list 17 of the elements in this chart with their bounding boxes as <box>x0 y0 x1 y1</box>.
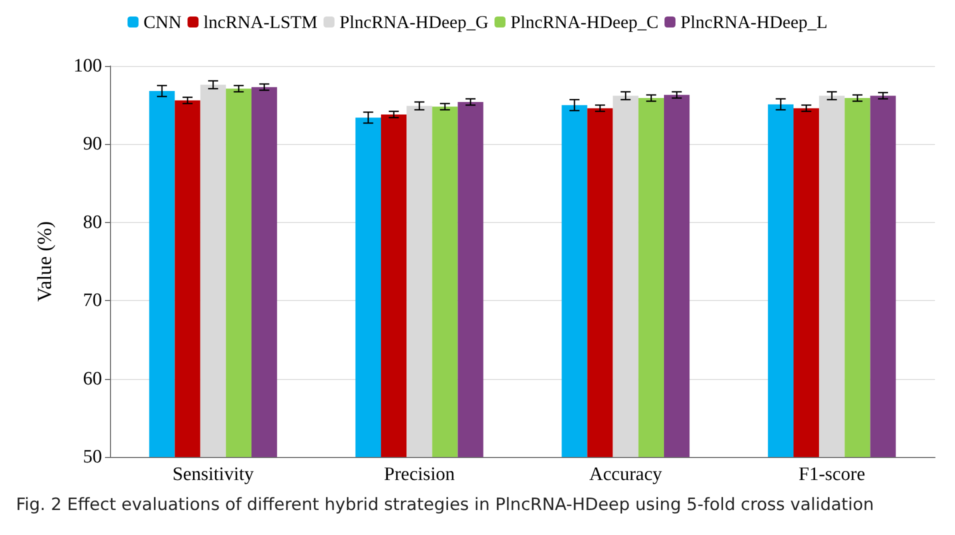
y-tick-label: 70 <box>83 290 102 312</box>
caption: Fig. 2 Effect evaluations of different hybrid strategies in PlncRNA-HDeep using 5-fold cross validation <box>16 495 875 515</box>
x-tick-label: Precision <box>384 464 456 485</box>
legend-label: CNN <box>144 12 182 32</box>
y-tick-label: 50 <box>83 446 102 468</box>
legend-label: PlncRNA-HDeep_C <box>510 12 658 32</box>
x-tick-label: Accuracy <box>589 464 663 485</box>
x-tick-label: Sensitivity <box>172 464 254 485</box>
x-tick-label: F1-score <box>798 464 866 485</box>
y-tick-label: 80 <box>83 212 102 233</box>
y-tick-label: 60 <box>83 368 102 390</box>
legend-label: PlncRNA-HDeep_G <box>340 12 489 32</box>
y-axis-title: Value (%) <box>34 221 56 302</box>
y-tick-label: 90 <box>83 134 102 155</box>
y-tick-label: 100 <box>74 56 102 76</box>
legend-label: PlncRNA-HDeep_L <box>680 12 828 32</box>
legend-label: lncRNA-LSTM <box>204 12 318 32</box>
